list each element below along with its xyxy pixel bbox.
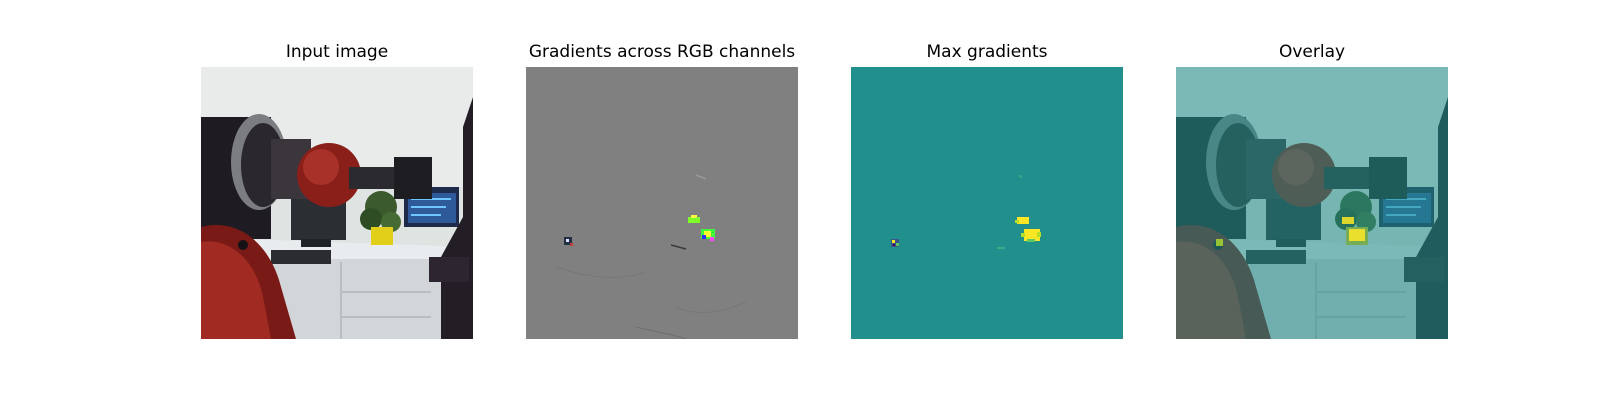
panel-title: Overlay: [1278, 42, 1346, 62]
panel-overlay: Overlay: [1176, 0, 1448, 400]
panel-title: Max gradients: [926, 42, 1048, 62]
panel-input-image: Input image: [201, 0, 473, 400]
max-gradients-image: [851, 67, 1123, 339]
panel-max-gradients: Max gradients: [851, 0, 1123, 400]
panel-gradients-rgb: Gradients across RGB channels: [526, 0, 798, 400]
input-image: [201, 67, 473, 339]
gradients-rgb-image: [526, 67, 798, 339]
overlay-image: [1176, 67, 1448, 339]
panel-title: Input image: [285, 42, 389, 62]
panel-title: Gradients across RGB channels: [528, 42, 796, 62]
